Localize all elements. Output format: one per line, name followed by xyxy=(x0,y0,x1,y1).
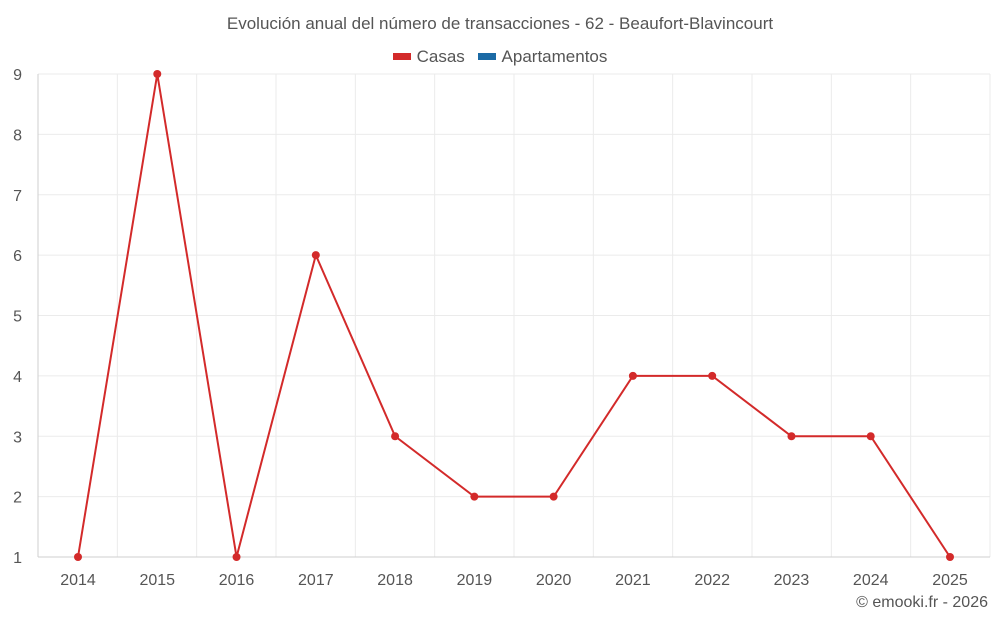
y-tick-label: 7 xyxy=(13,188,22,205)
data-point[interactable] xyxy=(232,553,241,561)
y-tick-label: 1 xyxy=(13,550,22,567)
legend-item-casas[interactable]: Casas xyxy=(392,46,465,67)
x-tick-label: 2025 xyxy=(932,572,968,589)
chart-title: Evolución anual del número de transaccio… xyxy=(226,14,774,33)
x-tick-label: 2022 xyxy=(694,572,730,589)
grid-lines xyxy=(37,73,991,558)
data-point[interactable] xyxy=(708,371,717,380)
data-point[interactable] xyxy=(153,70,162,78)
y-tick-label: 9 xyxy=(13,67,22,84)
x-tick-label: 2018 xyxy=(377,572,413,589)
legend-item-apartamentos[interactable]: Apartamentos xyxy=(477,46,608,67)
y-tick-label: 2 xyxy=(13,490,22,507)
x-axis: 2014 2015 2016 2017 2018 2019 2020 2021 2022 2023… xyxy=(38,556,990,589)
legend-swatch-apartamentos xyxy=(477,53,496,60)
x-tick-label: 2015 xyxy=(139,572,175,589)
data-point[interactable] xyxy=(391,432,400,441)
series-line-casas xyxy=(77,73,951,558)
series-layer xyxy=(74,70,954,561)
y-tick-label: 4 xyxy=(13,369,22,386)
x-tick-label: 2016 xyxy=(219,572,255,589)
x-tick-label: 2021 xyxy=(615,572,651,589)
y-tick-label: 3 xyxy=(13,429,22,446)
data-point[interactable] xyxy=(866,432,875,441)
x-tick-label: 2024 xyxy=(853,572,889,589)
y-tick-label: 5 xyxy=(13,309,22,326)
y-tick-label: 6 xyxy=(13,248,22,265)
data-point[interactable] xyxy=(946,553,954,561)
y-tick-label: 8 xyxy=(13,127,22,144)
data-point[interactable] xyxy=(311,251,320,260)
data-point[interactable] xyxy=(787,432,796,441)
x-tick-label: 2023 xyxy=(774,572,810,589)
legend-swatch-casas xyxy=(392,53,411,60)
x-tick-label: 2019 xyxy=(457,572,493,589)
legend-label-apartamentos: Apartamentos xyxy=(501,46,608,66)
data-point[interactable] xyxy=(628,371,637,380)
x-tick-label: 2014 xyxy=(60,572,96,589)
chart-legend: Casas Apartamentos xyxy=(0,45,1000,67)
x-tick-label: 2017 xyxy=(298,572,334,589)
data-point[interactable] xyxy=(470,492,479,501)
x-tick-label: 2020 xyxy=(536,572,572,589)
credit-text: © emooki.fr - 2026 xyxy=(856,594,988,611)
y-axis: 1 2 3 4 5 6 7 8 9 xyxy=(13,67,39,567)
legend-label-casas: Casas xyxy=(416,46,465,66)
data-point[interactable] xyxy=(74,553,82,561)
data-point[interactable] xyxy=(549,492,558,501)
